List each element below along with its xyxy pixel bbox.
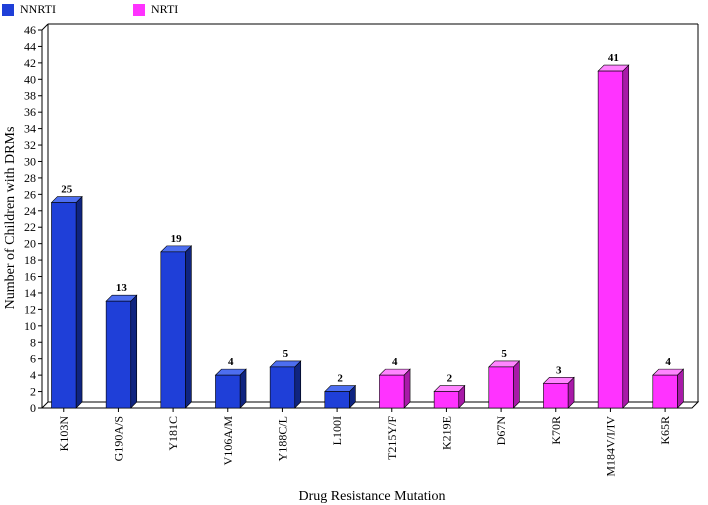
y-tick-label: 30	[24, 154, 36, 168]
bar-value-label: 5	[501, 348, 507, 360]
y-tick-label: 44	[24, 39, 36, 53]
bar-front	[160, 251, 186, 409]
y-tick-label: 34	[24, 122, 36, 136]
bar-front	[488, 366, 514, 409]
bar-front	[51, 202, 77, 409]
legend-label-nnrti: NNRTI	[20, 2, 56, 16]
bar-value-label: 25	[61, 184, 73, 196]
bar-value-label: 5	[283, 348, 289, 360]
bar-k219e: 2	[433, 373, 466, 409]
bar-d67n: 5	[488, 348, 521, 409]
x-axis-title: Drug Resistance Mutation	[299, 489, 446, 504]
y-tick-label: 10	[24, 319, 36, 333]
bar-m184v-i-iv: 41	[597, 52, 630, 409]
y-tick-label: 6	[30, 352, 36, 366]
y-tick-label: 46	[24, 23, 36, 37]
bar-front	[597, 70, 624, 409]
bar-side	[130, 294, 138, 409]
bar-front	[269, 366, 296, 409]
bar-side	[294, 360, 302, 409]
x-tick-label: G190A/S	[111, 416, 125, 461]
y-tick-label: 14	[24, 286, 36, 300]
bar-value-label: 4	[228, 356, 234, 368]
y-tick-label: 36	[24, 105, 36, 119]
bar-front	[379, 374, 405, 409]
bar-side	[185, 245, 192, 409]
x-tick-label: T215Y/F	[385, 416, 399, 460]
y-tick-label: 8	[30, 335, 36, 349]
bar-k70r: 3	[542, 364, 575, 409]
x-tick-label: Y181C	[166, 416, 180, 451]
x-tick-label: K70R	[549, 416, 563, 445]
bar-value-label: 3	[556, 364, 562, 376]
y-tick-label: 28	[24, 171, 36, 185]
y-tick-label: 2	[30, 385, 36, 399]
y-tick-label: 40	[24, 72, 36, 86]
legend-swatch-nrti	[133, 3, 145, 16]
bar-side	[403, 368, 411, 409]
bar-g190a-s: 13	[105, 282, 138, 409]
legend-swatch-nnrti	[2, 3, 14, 16]
y-tick-label: 4	[30, 368, 36, 382]
plot-frame	[40, 23, 700, 409]
bar-front	[215, 374, 241, 409]
x-axis: K103N G190A/S Y181C V106A/M Y188C/L L100I T215…	[57, 408, 672, 477]
bar-side	[677, 368, 684, 409]
bar-l100i: 2	[324, 373, 357, 409]
legend-item-nnrti: NNRTI	[2, 2, 56, 17]
bar-front	[433, 391, 460, 409]
bar-side	[622, 64, 630, 409]
y-tick-label: 38	[24, 89, 36, 103]
x-tick-label: Y188C/L	[275, 416, 289, 461]
bar-front	[543, 383, 569, 409]
y-axis-title: Number of Children with DRMs	[3, 127, 18, 310]
x-tick-label: L100I	[330, 416, 344, 445]
y-tick-label: 26	[24, 187, 36, 201]
bar-y181c: 19	[160, 233, 193, 409]
bar-side	[75, 195, 83, 409]
bar-value-label: 13	[116, 282, 128, 294]
x-tick-label: K103N	[57, 416, 71, 452]
legend-item-nrti: NRTI	[133, 2, 178, 17]
x-tick-label: K219E	[439, 416, 453, 450]
bar-front	[324, 391, 350, 409]
x-tick-label: M184V/I/IV	[603, 416, 617, 477]
bar-side	[239, 368, 247, 409]
y-tick-label: 16	[24, 270, 36, 284]
bar-value-label: 41	[608, 52, 619, 64]
bar-value-label: 2	[447, 373, 453, 385]
legend-label-nrti: NRTI	[151, 2, 179, 16]
y-tick-label: 32	[24, 138, 36, 152]
bar-k65r: 4	[652, 356, 685, 409]
bar-side	[513, 360, 520, 409]
bar-value-label: 4	[665, 356, 671, 368]
bar-v106a-m: 4	[214, 356, 247, 409]
y-axis: 0246810121416182022242628303234363840424…	[24, 23, 42, 415]
y-tick-label: 22	[24, 220, 36, 234]
y-tick-label: 0	[30, 401, 36, 415]
bar-t215y-f: 4	[378, 356, 411, 409]
bar-value-label: 19	[171, 233, 183, 245]
y-tick-label: 42	[24, 56, 36, 70]
bar-front	[652, 374, 678, 409]
bar-y188c-l: 5	[269, 348, 302, 409]
bar-value-label: 4	[392, 356, 398, 368]
x-tick-label: V106A/M	[221, 416, 235, 466]
y-tick-label: 20	[24, 237, 36, 251]
x-tick-label: K65R	[658, 416, 672, 445]
y-tick-label: 18	[24, 253, 36, 267]
bar-value-label: 2	[337, 373, 343, 385]
bar-k103n: 25	[50, 184, 83, 409]
y-tick-label: 24	[24, 204, 36, 218]
x-tick-label: D67N	[494, 416, 508, 446]
y-tick-label: 12	[24, 302, 36, 316]
bar-front	[105, 300, 132, 409]
